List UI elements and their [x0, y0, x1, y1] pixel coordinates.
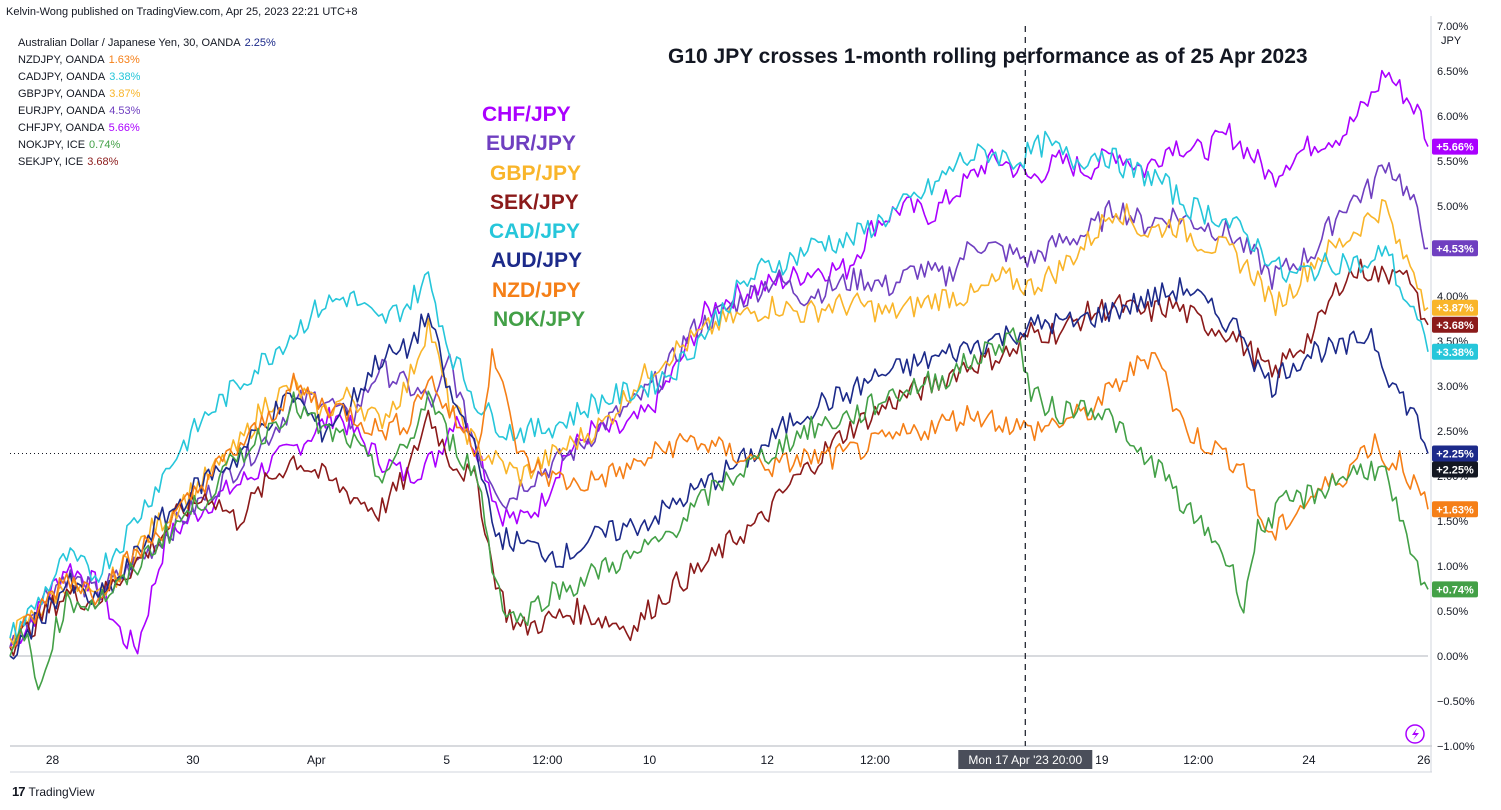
price-badge-crosshair	[1432, 461, 1478, 478]
series-label-sek: SEK/JPY	[490, 190, 579, 214]
price-badge-chfjpy	[1432, 138, 1478, 155]
x-tick-label: 19	[1095, 753, 1109, 767]
series-label-chf: CHF/JPY	[482, 103, 571, 126]
legend-item-nokjpy[interactable]: NOKJPY, ICE 0.74%	[18, 139, 121, 151]
price-badge-label: +3.87%	[1436, 303, 1474, 315]
legend-item-cadjpy[interactable]: CADJPY, OANDA 3.38%	[18, 71, 141, 83]
price-badge-nzdjpy	[1432, 501, 1478, 518]
series-line-audjpy	[9, 277, 1429, 660]
price-badge-label: +1.63%	[1436, 504, 1474, 516]
series-line-eurjpy	[9, 162, 1429, 648]
y-tick-label: 2.50%	[1437, 426, 1468, 438]
legend-value: 3.68%	[87, 156, 119, 168]
x-tick-label: 5	[443, 753, 450, 767]
series-label-nok: NOK/JPY	[493, 308, 586, 332]
y-tick-label: 0.00%	[1437, 651, 1468, 663]
y-tick-label: 6.00%	[1437, 111, 1468, 123]
lightning-icon[interactable]	[1405, 724, 1425, 744]
y-tick-label: 1.00%	[1437, 561, 1468, 573]
series-line-sekjpy	[9, 258, 1429, 657]
price-badge-label: +2.25%	[1436, 449, 1474, 461]
y-tick-label: −0.50%	[1437, 696, 1475, 708]
legend-value: 2.25%	[244, 37, 276, 49]
x-tick-label: 12:00	[532, 753, 562, 767]
legend-item-gbpjpy[interactable]: GBPJPY, OANDA 3.87%	[18, 88, 141, 100]
series-label-nzd: NZD/JPY	[492, 278, 581, 302]
series-line-nokjpy	[9, 327, 1429, 691]
price-badge-nokjpy	[1432, 581, 1478, 598]
legend-item-eurjpy[interactable]: EURJPY, OANDA 4.53%	[18, 105, 141, 117]
x-tick-label: 24	[1302, 753, 1316, 767]
crosshair-date-label: Mon 17 Apr '23 20:00	[968, 753, 1082, 767]
legend-item-audjpy[interactable]: Australian Dollar / Japanese Yen, 30, OA…	[18, 37, 276, 49]
series-label-gbp: GBP/JPY	[490, 161, 582, 185]
tradingview-logo-icon: 17	[12, 784, 26, 799]
x-tick-label: 30	[186, 753, 200, 767]
series-line-chfjpy	[9, 69, 1429, 655]
y-tick-label: 7.00%	[1437, 21, 1468, 33]
x-tick-label: 12:00	[860, 753, 890, 767]
legend-value: 5.66%	[108, 122, 140, 134]
x-tick-label: 28	[46, 753, 60, 767]
price-badge-sekjpy	[1432, 316, 1478, 333]
legend-value: 4.53%	[109, 105, 141, 117]
brand-name: TradingView	[28, 784, 95, 799]
series-label-aud: AUD/JPY	[491, 249, 583, 273]
footer: 17 TradingView	[12, 784, 95, 799]
price-badge-eurjpy	[1432, 240, 1478, 257]
series-line-cadjpy	[9, 130, 1429, 642]
price-badge-cadjpy	[1432, 343, 1478, 360]
x-tick-label: 10	[643, 753, 657, 767]
y-tick-label: 5.00%	[1437, 201, 1468, 213]
price-badge-label: +3.68%	[1436, 320, 1474, 332]
legend-value: 1.63%	[108, 54, 140, 66]
price-badge-audjpy	[1432, 445, 1478, 462]
chart-title: G10 JPY crosses 1-month rolling performa…	[668, 45, 1308, 68]
series-label-cad: CAD/JPY	[489, 220, 581, 244]
x-tick-label: 26	[1417, 753, 1431, 767]
legend-value: 3.38%	[109, 71, 141, 83]
price-badge-gbpjpy	[1432, 299, 1478, 316]
legend-item-nzdjpy[interactable]: NZDJPY, OANDA 1.63%	[18, 54, 140, 66]
series-line-nzdjpy	[9, 348, 1429, 649]
y-tick-label: 3.00%	[1437, 381, 1468, 393]
series-line-gbpjpy	[9, 199, 1429, 646]
price-badge-label: +5.66%	[1436, 142, 1474, 154]
y-tick-label: 0.50%	[1437, 606, 1468, 618]
legend: Australian Dollar / Japanese Yen, 30, OA…	[18, 35, 276, 171]
legend-item-chfjpy[interactable]: CHFJPY, OANDA 5.66%	[18, 122, 140, 134]
y-tick-label: −1.00%	[1437, 741, 1475, 753]
legend-value: 0.74%	[89, 139, 121, 151]
price-badge-label: +0.74%	[1436, 584, 1474, 596]
y-axis-label: JPY	[1441, 35, 1462, 47]
publisher-header: Kelvin-Wong published on TradingView.com…	[6, 6, 358, 18]
series-label-eur: EUR/JPY	[486, 132, 576, 156]
x-tick-label: 12	[761, 753, 775, 767]
crosshair-date-bg	[958, 750, 1093, 769]
series-annotation-labels: CHF/JPY EUR/JPY GBP/JPY SEK/JPY CAD/JPY …	[470, 100, 610, 334]
x-tick-label: 12:00	[1183, 753, 1213, 767]
price-badge-label: +2.25%	[1436, 465, 1474, 477]
legend-item-sekjpy[interactable]: SEKJPY, ICE 3.68%	[18, 156, 119, 168]
price-badge-label: +4.53%	[1436, 243, 1474, 255]
y-tick-label: 6.50%	[1437, 66, 1468, 78]
lightning-icon-ring	[1405, 724, 1425, 744]
y-tick-label: 1.50%	[1437, 516, 1468, 528]
price-badge-label: +3.38%	[1436, 347, 1474, 359]
lightning-icon-bolt	[1412, 728, 1419, 740]
y-tick-label: 5.50%	[1437, 156, 1468, 168]
legend-value: 3.87%	[109, 88, 141, 100]
x-tick-label: Apr	[307, 753, 326, 767]
